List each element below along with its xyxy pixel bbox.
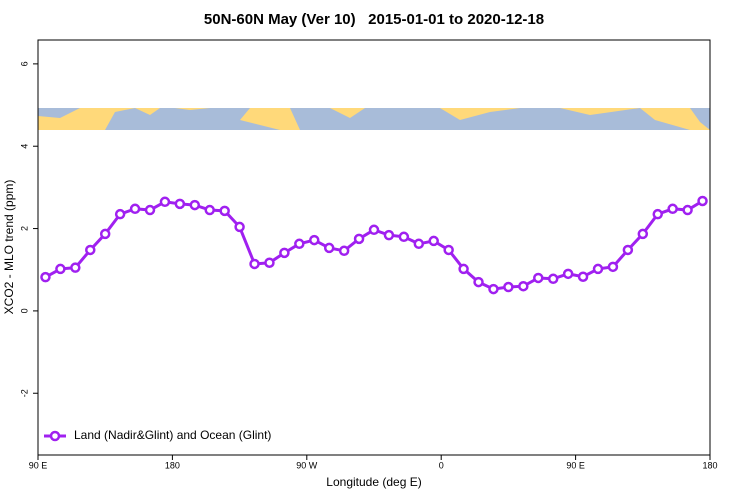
data-point [323,242,335,254]
data-point [353,233,365,245]
data-point [279,247,290,259]
x-tick-label: 0 [439,460,444,470]
data-point [443,244,454,256]
data-point [488,283,499,295]
data-point [368,224,380,236]
data-point [592,263,604,275]
x-axis-label: Longitude (deg E) [326,475,421,489]
x-tick-label: 90 E [566,460,585,470]
legend-label: Land (Nadir&Glint) and Ocean (Glint) [74,428,271,442]
data-point [129,203,141,215]
data-point [249,258,260,270]
data-point [562,268,574,280]
data-point [428,235,439,247]
x-tick-label: 180 [702,460,717,470]
series-line [44,199,704,291]
data-point [473,276,484,288]
y-tick-label: 0 [19,308,29,313]
data-point [85,244,96,256]
data-point [458,263,469,275]
data-point [622,244,634,256]
data-point [189,199,201,211]
data-point [204,204,215,216]
data-point [518,280,529,292]
data-point [219,205,230,217]
data-point [577,271,589,282]
data-point [234,221,245,233]
data-point [637,228,649,240]
data-point [533,272,544,284]
data-point [398,231,410,243]
y-tick-label: 6 [19,61,29,66]
data-point [503,281,514,293]
data-point [697,195,708,207]
data-point [338,245,350,257]
data-point [99,228,111,240]
data-point [294,238,305,250]
data-point [144,204,156,216]
data-point [55,263,66,275]
data-point [667,203,678,215]
data-point [70,262,81,273]
y-tick-label: -2 [19,389,29,397]
data-point [309,234,320,246]
y-tick-label: 2 [19,226,29,231]
x-tick-label: 90 W [296,460,318,470]
data-point [114,208,126,220]
x-tick-label: 180 [165,460,180,470]
data-point [174,198,186,210]
y-axis-label: XCO2 - MLO trend (ppm) [2,180,16,315]
chart-title: 50N-60N May (Ver 10) 2015-01-01 to 2020-… [204,11,544,28]
data-point [264,257,275,268]
data-point [652,208,663,220]
data-point [682,204,693,216]
map-strip [38,108,710,130]
data-point [40,271,51,283]
data-point [383,229,395,241]
data-point [413,238,425,250]
plot-frame [37,39,711,456]
data-point [607,261,619,273]
x-tick-label: 90 E [29,460,48,470]
y-tick-label: 4 [19,144,29,149]
data-point [159,196,171,208]
data-point [547,273,559,285]
legend-marker [49,430,61,442]
